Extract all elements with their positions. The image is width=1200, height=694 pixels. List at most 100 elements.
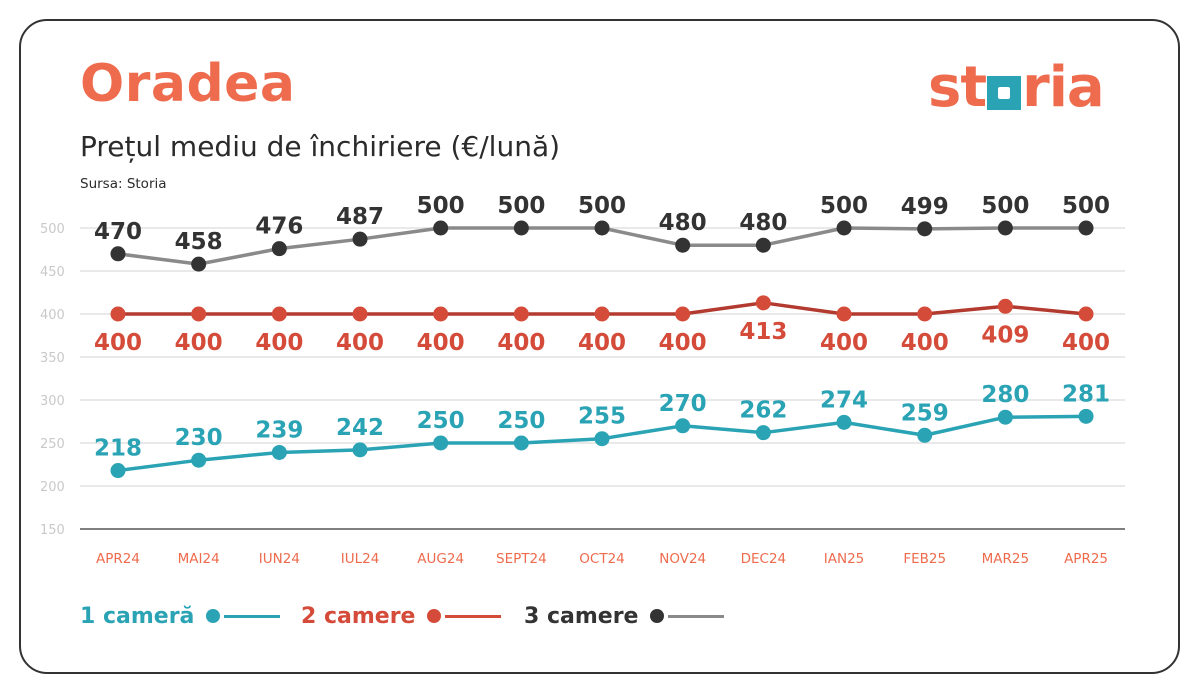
- legend-item-1-camera: 1 cameră: [80, 598, 281, 634]
- data-label-3-camere-mar25: 500: [981, 193, 1029, 219]
- data-label-2-camere-aug24: 400: [417, 330, 465, 356]
- data-point-3-camere-feb25: [917, 221, 933, 237]
- data-label-2-camere-apr24: 400: [94, 330, 142, 356]
- y-tick-label-300: 300: [40, 394, 65, 409]
- data-point-1-camera-oct24: [594, 431, 610, 447]
- data-point-1-camera-mai24: [191, 452, 207, 468]
- x-tick-label-aug24: AUG24: [417, 551, 464, 567]
- data-point-2-camere-mar25: [997, 298, 1013, 314]
- data-point-2-camere-iun24: [271, 306, 287, 322]
- x-tick-label-iul24: IUL24: [341, 551, 380, 567]
- data-point-2-camere-mai24: [191, 306, 207, 322]
- legend-marker-1-camera: [206, 609, 221, 623]
- data-point-2-camere-apr25: [1078, 306, 1094, 322]
- data-point-1-camera-apr25: [1078, 408, 1094, 424]
- card-frame: [19, 19, 1180, 674]
- data-point-2-camere-nov24: [675, 306, 691, 322]
- data-label-2-camere-iun24: 400: [255, 330, 303, 356]
- data-label-3-camere-aug24: 500: [417, 193, 465, 219]
- legend-label-2-camere: 2 camere: [301, 603, 416, 629]
- data-label-2-camere-apr25: 400: [1062, 330, 1110, 356]
- data-label-3-camere-feb25: 499: [901, 194, 949, 220]
- data-point-2-camere-ian25: [836, 306, 852, 322]
- data-point-1-camera-sept24: [513, 435, 529, 451]
- data-point-2-camere-sept24: [513, 306, 529, 322]
- source-note: Sursa: Storia: [80, 176, 167, 192]
- data-label-3-camere-nov24: 480: [659, 210, 707, 236]
- data-point-1-camera-mar25: [997, 409, 1013, 425]
- data-label-1-camera-feb25: 259: [901, 400, 949, 426]
- data-label-3-camere-iun24: 476: [255, 214, 303, 240]
- data-label-3-camere-apr24: 470: [94, 219, 142, 245]
- data-point-3-camere-mar25: [997, 220, 1013, 236]
- data-label-1-camera-mai24: 230: [175, 425, 223, 451]
- legend-item-3-camere: 3 camere: [524, 598, 725, 634]
- data-point-1-camera-aug24: [433, 435, 449, 451]
- y-tick-label-400: 400: [40, 308, 65, 323]
- y-tick-label-200: 200: [40, 480, 65, 495]
- data-label-1-camera-mar25: 280: [981, 382, 1029, 408]
- legend-marker-2-camere: [427, 609, 442, 623]
- chart-subtitle: Prețul mediu de închiriere (€/lună): [80, 130, 561, 163]
- data-label-1-camera-aug24: 250: [417, 408, 465, 434]
- data-point-1-camera-apr24: [110, 463, 126, 479]
- data-label-2-camere-oct24: 400: [578, 330, 626, 356]
- logo-box-icon: [987, 76, 1022, 110]
- data-label-3-camere-mai24: 458: [175, 229, 223, 255]
- x-tick-label-nov24: NOV24: [659, 551, 706, 567]
- data-label-3-camere-oct24: 500: [578, 193, 626, 219]
- data-label-2-camere-sept24: 400: [497, 330, 545, 356]
- legend-label-1-camera: 1 cameră: [80, 603, 195, 629]
- data-label-2-camere-iul24: 400: [336, 330, 384, 356]
- data-label-2-camere-mai24: 400: [175, 330, 223, 356]
- legend-label-3-camere: 3 camere: [524, 603, 639, 629]
- data-point-1-camera-nov24: [675, 418, 691, 434]
- x-tick-label-ian25: IAN25: [824, 551, 865, 567]
- logo-text-right: ria: [1022, 55, 1105, 120]
- x-tick-label-iun24: IUN24: [259, 551, 300, 567]
- x-tick-label-oct24: OCT24: [579, 551, 624, 567]
- data-point-3-camere-aug24: [433, 220, 449, 236]
- y-tick-label-500: 500: [40, 222, 65, 237]
- legend: 1 cameră 2 camere 3 camere: [80, 598, 780, 634]
- y-tick-label-350: 350: [40, 351, 65, 366]
- data-point-3-camere-ian25: [836, 220, 852, 236]
- x-tick-label-sept24: SEPT24: [496, 551, 547, 567]
- data-label-1-camera-apr25: 281: [1062, 381, 1110, 407]
- x-tick-label-dec24: DEC24: [741, 551, 787, 567]
- data-label-1-camera-ian25: 274: [820, 387, 868, 413]
- data-point-3-camere-sept24: [513, 220, 529, 236]
- data-point-3-camere-iul24: [352, 231, 368, 247]
- data-point-1-camera-iul24: [352, 442, 368, 458]
- data-point-2-camere-feb25: [917, 306, 933, 322]
- legend-marker-3-camere: [650, 609, 665, 623]
- data-point-3-camere-iun24: [271, 241, 287, 257]
- data-label-1-camera-iun24: 239: [255, 417, 303, 443]
- data-point-2-camere-oct24: [594, 306, 610, 322]
- y-tick-label-150: 150: [40, 523, 65, 538]
- legend-item-2-camere: 2 camere: [301, 598, 502, 634]
- data-point-2-camere-aug24: [433, 306, 449, 322]
- data-point-3-camere-oct24: [594, 220, 610, 236]
- data-point-2-camere-apr24: [110, 306, 126, 322]
- x-tick-label-apr24: APR24: [96, 551, 140, 567]
- x-tick-label-feb25: FEB25: [903, 551, 946, 567]
- data-label-2-camere-feb25: 400: [901, 330, 949, 356]
- data-label-2-camere-nov24: 400: [659, 330, 707, 356]
- city-title: Oradea: [80, 54, 296, 114]
- data-label-3-camere-iul24: 487: [336, 204, 384, 230]
- data-label-1-camera-oct24: 255: [578, 404, 626, 430]
- x-tick-label-mar25: MAR25: [982, 551, 1029, 567]
- data-label-3-camere-dec24: 480: [739, 210, 787, 236]
- legend-line-3-camere: [668, 614, 725, 618]
- data-point-3-camere-mai24: [191, 256, 207, 272]
- data-point-3-camere-nov24: [675, 237, 691, 253]
- data-point-2-camere-dec24: [755, 295, 771, 311]
- data-point-1-camera-dec24: [755, 425, 771, 441]
- y-tick-label-450: 450: [40, 265, 65, 280]
- data-point-1-camera-feb25: [917, 427, 933, 443]
- logo-text-left: st: [928, 55, 987, 120]
- data-point-1-camera-ian25: [836, 414, 852, 430]
- data-label-1-camera-dec24: 262: [739, 398, 787, 424]
